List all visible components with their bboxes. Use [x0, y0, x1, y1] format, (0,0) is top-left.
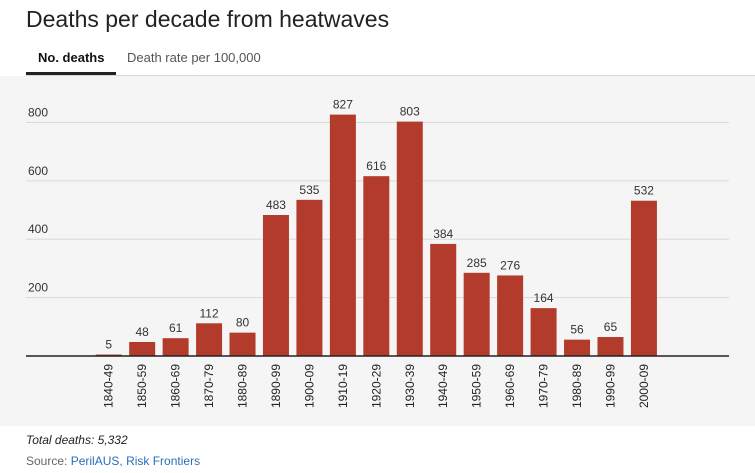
bar-1880-89[interactable]	[229, 332, 256, 356]
x-tick-label: 1860-69	[169, 364, 183, 408]
x-tick-label: 1990-99	[603, 364, 617, 408]
bar-1910-19[interactable]	[329, 114, 356, 357]
data-label: 5	[105, 338, 112, 352]
tab-no-deaths[interactable]: No. deaths	[26, 43, 117, 75]
tab-bar: No. deaths Death rate per 100,000	[26, 43, 755, 76]
x-tick-label: 1920-29	[369, 364, 383, 408]
data-label: 532	[634, 184, 654, 198]
bar-2000-09[interactable]	[630, 200, 657, 356]
data-label: 56	[570, 323, 584, 337]
data-label: 285	[467, 256, 487, 270]
x-tick-label: 1840-49	[102, 364, 116, 408]
data-label: 112	[200, 306, 219, 320]
source-separator: ,	[119, 454, 127, 468]
bar-1870-79[interactable]	[196, 323, 223, 356]
bar-1990-99[interactable]	[597, 337, 624, 356]
x-tick-label: 1880-89	[236, 364, 250, 408]
x-tick-label: 1930-39	[403, 364, 417, 408]
bar-1980-89[interactable]	[564, 339, 591, 356]
bar-1890-99[interactable]	[262, 215, 289, 356]
bar-1860-69[interactable]	[162, 338, 189, 356]
x-tick-label: 1970-79	[537, 364, 551, 408]
x-tick-label: 1890-99	[269, 364, 283, 408]
bar-1940-49[interactable]	[430, 243, 457, 356]
x-tick-label: 1870-79	[202, 364, 216, 408]
bar-1920-29[interactable]	[363, 176, 390, 356]
data-label: 803	[400, 105, 420, 119]
x-tick-label: 1910-19	[336, 364, 350, 408]
y-tick-label: 400	[28, 222, 48, 236]
bar-1930-39[interactable]	[396, 121, 423, 356]
bar-chart: 200 400 600 800 5 1840-49 48 1850-59 61 1860-69 11…	[26, 98, 729, 408]
chart-title: Deaths per decade from heatwaves	[26, 6, 390, 32]
x-tick-label: 1940-49	[436, 364, 450, 408]
data-label: 827	[333, 98, 353, 112]
x-tick-label: 1850-59	[135, 364, 149, 408]
bar-1900-09[interactable]	[296, 199, 323, 356]
data-label: 164	[534, 291, 554, 305]
data-label: 48	[135, 325, 149, 339]
bar-1850-59[interactable]	[129, 341, 156, 356]
y-tick-label: 200	[28, 281, 48, 295]
x-tick-label: 1900-09	[302, 364, 316, 408]
plot-area: 200 400 600 800 5 1840-49 48 1850-59 61 1860-69 11…	[0, 76, 755, 426]
data-label: 384	[433, 227, 453, 241]
data-label: 483	[266, 198, 286, 212]
data-label: 80	[236, 316, 250, 330]
y-tick-label: 800	[28, 105, 48, 119]
y-tick-label: 600	[28, 164, 48, 178]
x-tick-label: 1960-69	[503, 364, 517, 408]
data-label: 276	[500, 258, 520, 272]
bar-1950-59[interactable]	[463, 272, 490, 356]
bar-1960-69[interactable]	[497, 275, 524, 356]
x-tick-label: 2000-09	[637, 364, 651, 408]
tab-death-rate[interactable]: Death rate per 100,000	[127, 50, 261, 65]
data-label: 61	[169, 321, 183, 335]
bar-1970-79[interactable]	[530, 308, 557, 356]
x-tick-label: 1950-59	[470, 364, 484, 408]
data-label: 535	[299, 183, 319, 197]
total-deaths-note: Total deaths: 5,332	[26, 433, 128, 447]
x-tick-label: 1980-89	[570, 364, 584, 408]
data-label: 616	[366, 159, 386, 173]
data-label: 65	[604, 320, 618, 334]
source-link-risk-frontiers[interactable]: Risk Frontiers	[126, 454, 201, 468]
source-link-perilaus[interactable]: PerilAUS	[70, 454, 120, 468]
source-line: Source: PerilAUS, Risk Frontiers	[26, 454, 200, 468]
source-prefix: Source:	[26, 454, 71, 468]
